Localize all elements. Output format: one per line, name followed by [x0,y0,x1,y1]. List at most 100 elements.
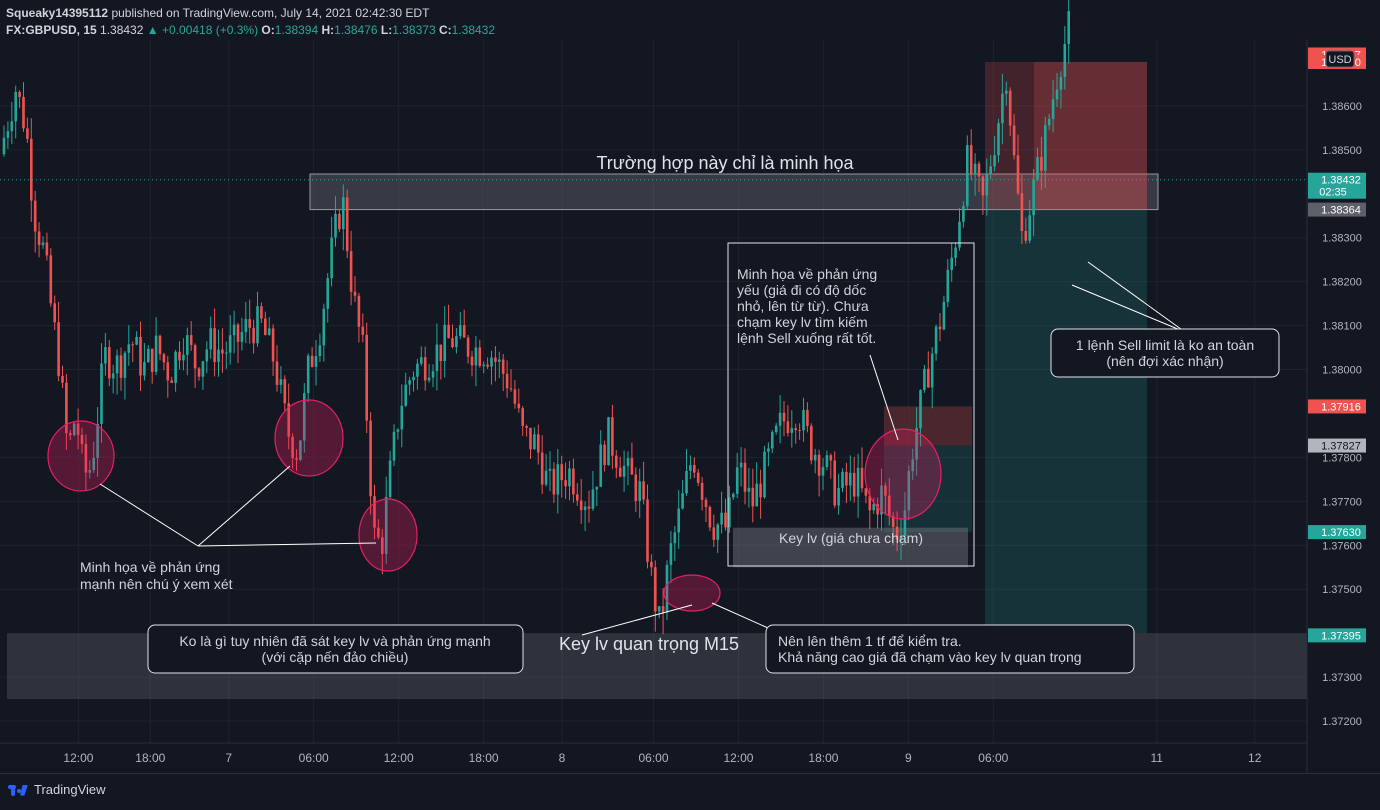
candle-body [685,470,688,494]
candle-body [888,495,891,517]
candle-body [517,403,521,409]
candle-body [513,389,517,404]
candle-body [825,455,829,467]
candle [962,201,965,228]
candle-body [790,428,794,433]
right-note-line1: Nên lên thêm 1 tf để kiểm tra. [778,633,962,649]
candle [408,376,411,396]
candle-body [1028,215,1031,241]
price-label-bg [1308,628,1366,643]
currency-badge[interactable] [1325,50,1355,68]
up-arrow-icon: ▲ [146,23,159,37]
candle-body [439,344,443,362]
right-note-box [765,624,1135,674]
annotation-connector [1071,284,1186,333]
candle-body [193,345,197,369]
candle-body [817,454,821,476]
tradingview-logo[interactable]: TradingView [8,782,106,797]
candle [365,322,368,434]
y-tick-label: 1.38100 [1322,321,1362,333]
candle [178,341,181,370]
candle-body [154,335,158,372]
candle-body [147,348,150,363]
candle [985,158,989,216]
candle-body [993,155,996,167]
candle-body [400,405,404,430]
candle-body [65,382,68,434]
left-note-line1: Ko là gì tuy nhiên đã sát key lv và phản… [179,633,490,649]
candle [829,453,833,479]
candle [361,313,365,343]
author-name[interactable]: Squeaky14395112 [6,6,109,20]
x-tick-label: 06:00 [978,751,1008,765]
time-axis[interactable]: 12:00 18:00 7 06:00 12:00 18:00 8 06:00 12:00 18:… [0,742,1307,765]
candle-body [377,527,380,538]
candle-body [603,444,606,466]
candle-body [240,332,244,342]
x-tick-label: 12:00 [723,751,753,765]
candle [455,327,458,354]
candle [1040,136,1043,190]
candle-body [778,412,782,426]
candle-body [728,497,731,528]
small-stop-zone [884,406,972,446]
x-tick-label: 8 [559,751,566,765]
candle-body [92,458,95,471]
left-note-box [147,624,524,674]
candle [37,222,41,258]
candle [876,497,879,529]
low-value: 1.38373 [392,23,436,37]
candle-body [654,567,657,612]
candle-body [821,466,825,476]
candle-body [299,440,302,460]
candle-body [638,481,641,501]
candle [338,209,341,233]
candle-body [813,454,817,461]
candle-body [876,504,879,515]
candle [817,449,821,497]
candle [111,364,115,394]
candle [490,350,493,385]
price-axis[interactable]: 1.38600 1.38500 1.38300 1.38200 1.38100 1.380… [1306,0,1380,773]
candle [447,304,450,339]
candle [267,317,271,336]
candle-body [537,434,540,453]
candle-body [2,137,6,155]
y-tick-label: 1.38500 [1322,145,1362,157]
symbol-name[interactable]: FX:GBPUSD, 15 [6,23,97,37]
candle-body [470,356,474,366]
candle-body [334,213,337,238]
candle-body [213,328,216,362]
candle [439,344,443,380]
candle-body [131,344,134,346]
candle [739,447,743,487]
candle-body [860,467,864,489]
candle-body [560,464,563,481]
candle [634,467,638,513]
price-label: 1.37916 [1321,401,1361,413]
candle-body [884,485,887,496]
candle-body [673,532,677,544]
candle-body [704,499,708,507]
candle [696,468,700,487]
candle [1047,113,1051,131]
right-note-line2: Khả năng cao giá đã chạm vào key lv quan… [778,649,1082,665]
candle [384,476,388,564]
candle [170,376,173,383]
candle [392,424,396,467]
candle [135,331,138,346]
key-level-untouched-zone [733,527,968,568]
candle [607,416,610,466]
candle [958,208,961,251]
candle-body [306,355,310,394]
price-change: +0.00418 (+0.3%) [162,23,259,37]
candle-body [696,472,700,483]
candle [33,190,37,253]
candle-body [739,462,743,468]
candle-body [404,384,407,406]
candle-body [1040,157,1043,171]
candle-body [1059,76,1063,90]
candle [1032,168,1035,237]
candle-body [115,355,119,374]
